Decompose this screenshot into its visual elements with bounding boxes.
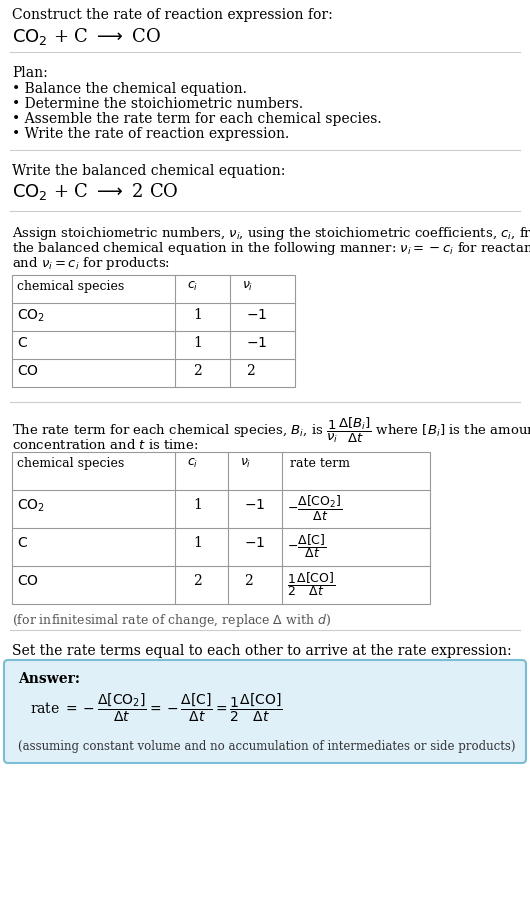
Text: $\mathrm{CO_2}$: $\mathrm{CO_2}$ xyxy=(17,308,45,324)
Text: $\mathrm{CO_2}$ + C $\longrightarrow$ CO: $\mathrm{CO_2}$ + C $\longrightarrow$ CO xyxy=(12,26,162,47)
Text: (assuming constant volume and no accumulation of intermediates or side products): (assuming constant volume and no accumul… xyxy=(18,740,516,753)
Text: 2: 2 xyxy=(193,574,202,588)
Text: Write the balanced chemical equation:: Write the balanced chemical equation: xyxy=(12,164,285,178)
Text: Assign stoichiometric numbers, $\nu_i$, using the stoichiometric coefficients, $: Assign stoichiometric numbers, $\nu_i$, … xyxy=(12,225,530,242)
Text: $c_i$: $c_i$ xyxy=(187,457,198,470)
Text: The rate term for each chemical species, $B_i$, is $\dfrac{1}{\nu_i}\dfrac{\Delt: The rate term for each chemical species,… xyxy=(12,416,530,446)
Text: 2: 2 xyxy=(246,364,255,378)
Text: Answer:: Answer: xyxy=(18,672,80,686)
Text: concentration and $t$ is time:: concentration and $t$ is time: xyxy=(12,438,198,452)
Text: • Determine the stoichiometric numbers.: • Determine the stoichiometric numbers. xyxy=(12,97,303,111)
Text: 1: 1 xyxy=(193,536,202,550)
Bar xyxy=(12,275,295,387)
Bar xyxy=(12,452,430,604)
Text: • Write the rate of reaction expression.: • Write the rate of reaction expression. xyxy=(12,127,289,141)
Text: $\dfrac{1}{2}\dfrac{\Delta[\mathrm{CO}]}{\Delta t}$: $\dfrac{1}{2}\dfrac{\Delta[\mathrm{CO}]}… xyxy=(287,570,335,598)
Text: Plan:: Plan: xyxy=(12,66,48,80)
Text: $\nu_i$: $\nu_i$ xyxy=(240,457,251,470)
Text: $\mathrm{C}$: $\mathrm{C}$ xyxy=(17,536,28,550)
Text: $-1$: $-1$ xyxy=(246,336,267,350)
Text: 1: 1 xyxy=(193,308,202,322)
Text: 1: 1 xyxy=(193,498,202,512)
Text: $\nu_i$: $\nu_i$ xyxy=(242,280,253,294)
Text: rate $= -\dfrac{\Delta[\mathrm{CO_2}]}{\Delta t} = -\dfrac{\Delta[\mathrm{C}]}{\: rate $= -\dfrac{\Delta[\mathrm{CO_2}]}{\… xyxy=(30,692,283,724)
Text: Set the rate terms equal to each other to arrive at the rate expression:: Set the rate terms equal to each other t… xyxy=(12,644,511,658)
Text: $-\dfrac{\Delta[\mathrm{C}]}{\Delta t}$: $-\dfrac{\Delta[\mathrm{C}]}{\Delta t}$ xyxy=(287,532,326,560)
Text: chemical species: chemical species xyxy=(17,280,124,293)
Text: 2: 2 xyxy=(193,364,202,378)
FancyBboxPatch shape xyxy=(4,660,526,763)
Text: $-1$: $-1$ xyxy=(244,498,265,512)
Text: (for infinitesimal rate of change, replace $\Delta$ with $d$): (for infinitesimal rate of change, repla… xyxy=(12,612,331,629)
Text: $\mathrm{CO}$: $\mathrm{CO}$ xyxy=(17,574,39,588)
Text: chemical species: chemical species xyxy=(17,457,124,470)
Text: • Assemble the rate term for each chemical species.: • Assemble the rate term for each chemic… xyxy=(12,112,382,126)
Text: $-1$: $-1$ xyxy=(244,536,265,550)
Text: $\mathrm{CO_2}$: $\mathrm{CO_2}$ xyxy=(17,498,45,515)
Text: 1: 1 xyxy=(193,336,202,350)
Text: Construct the rate of reaction expression for:: Construct the rate of reaction expressio… xyxy=(12,8,333,22)
Text: $\mathrm{CO}$: $\mathrm{CO}$ xyxy=(17,364,39,378)
Text: $\mathrm{C}$: $\mathrm{C}$ xyxy=(17,336,28,350)
Text: rate term: rate term xyxy=(290,457,350,470)
Text: • Balance the chemical equation.: • Balance the chemical equation. xyxy=(12,82,247,96)
Text: $\mathrm{CO_2}$ + C $\longrightarrow$ 2 CO: $\mathrm{CO_2}$ + C $\longrightarrow$ 2 … xyxy=(12,181,179,202)
Text: $-1$: $-1$ xyxy=(246,308,267,322)
Text: $-\dfrac{\Delta[\mathrm{CO_2}]}{\Delta t}$: $-\dfrac{\Delta[\mathrm{CO_2}]}{\Delta t… xyxy=(287,494,342,523)
Text: and $\nu_i = c_i$ for products:: and $\nu_i = c_i$ for products: xyxy=(12,255,170,272)
Text: 2: 2 xyxy=(244,574,253,588)
Text: $c_i$: $c_i$ xyxy=(187,280,198,294)
Text: the balanced chemical equation in the following manner: $\nu_i = -c_i$ for react: the balanced chemical equation in the fo… xyxy=(12,240,530,257)
